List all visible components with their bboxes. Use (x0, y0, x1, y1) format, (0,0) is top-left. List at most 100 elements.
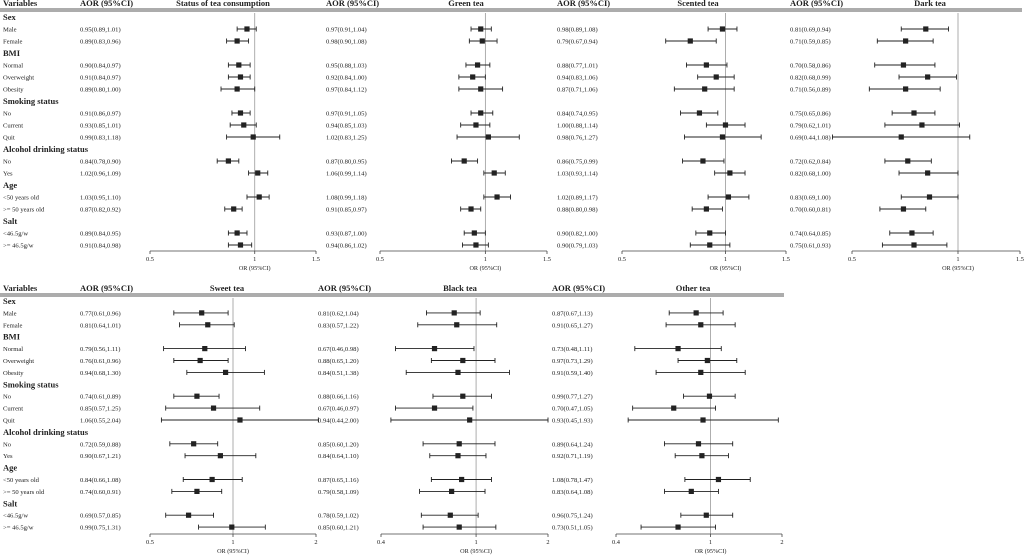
or-point (202, 346, 208, 352)
aor-value: 0.90(0.82,1.00) (557, 231, 598, 238)
or-point (256, 194, 262, 200)
aor-value: 0.84(0.66,1.08) (80, 477, 121, 484)
aor-value: 0.73(0.51,1.05) (552, 525, 593, 532)
aor-value: 0.94(0.86,1.02) (326, 243, 367, 250)
row-label: Normal (3, 346, 23, 353)
aor-value: 1.06(0.99,1.14) (326, 171, 367, 178)
row-label: Quit (3, 418, 15, 425)
or-point (185, 512, 192, 518)
aor-value: 0.91(0.86,0.97) (80, 111, 121, 118)
or-point (903, 86, 909, 92)
x-tick-label: 1.5 (782, 256, 790, 263)
aor-value: 0.97(0.91,1.04) (326, 27, 367, 34)
x-axis-label: OR (95%CI) (710, 265, 742, 272)
or-point (707, 230, 713, 236)
or-point (473, 242, 479, 248)
or-point (222, 369, 229, 375)
row-label: Female (3, 39, 22, 46)
aor-header: AOR (95%CI) (552, 283, 605, 293)
aor-value: 0.69(0.44,1.08) (790, 135, 831, 142)
aor-value: 1.03(0.95,1.10) (80, 195, 121, 202)
or-point (698, 322, 704, 328)
or-point (911, 242, 917, 248)
aor-header: AOR (95%CI) (326, 0, 379, 8)
row-label: Male (3, 310, 17, 317)
or-point (467, 417, 473, 423)
or-point (468, 206, 474, 212)
aor-value: 0.76(0.61,0.96) (80, 358, 121, 365)
x-tick-label: 1.5 (1016, 256, 1024, 263)
or-point (473, 122, 479, 128)
group-heading: Smoking status (3, 96, 59, 106)
or-point (431, 405, 438, 411)
group-heading: Alcohol drinking status (3, 144, 89, 154)
row-label: Female (3, 322, 22, 329)
aor-value: 0.89(0.64,1.24) (552, 441, 593, 448)
or-point (900, 62, 907, 68)
x-tick-label: 1 (484, 256, 487, 263)
aor-value: 0.88(0.80,0.98) (557, 207, 598, 214)
or-point (719, 26, 726, 32)
or-point (909, 230, 915, 236)
or-point (900, 206, 907, 212)
row-label: Current (3, 406, 23, 413)
panel-dark-tea: AOR (95%CI) Dark tea 0.81(0.69,0.94) 0.71(0… (790, 0, 1024, 272)
aor-value: 0.93(0.85,1.01) (80, 123, 121, 130)
aor-value: 0.82(0.68,0.99) (790, 75, 831, 82)
aor-value: 0.84(0.74,0.95) (557, 111, 598, 118)
aor-value: 0.69(0.57,0.85) (80, 513, 121, 520)
row-label: No (3, 441, 12, 448)
x-tick-label: 0.5 (146, 539, 154, 546)
row-label: <46.5g/w (3, 513, 28, 520)
panel-scented-tea: AOR (95%CI) Scented tea 0.98(0.89,1.08) 0.7… (557, 0, 790, 272)
row-label: Quit (3, 135, 15, 142)
or-point (494, 194, 500, 200)
or-point (722, 122, 729, 128)
or-point (461, 158, 467, 164)
aor-header: AOR (95%CI) (557, 0, 610, 8)
or-point (478, 110, 484, 116)
row-label: Current (3, 123, 23, 130)
aor-value: 0.86(0.75,0.99) (557, 159, 598, 166)
panel-title: Dark tea (914, 0, 947, 8)
or-point (699, 453, 705, 459)
or-point (671, 405, 677, 411)
aor-value: 0.85(0.57,1.25) (80, 406, 121, 413)
panel-green-tea: AOR (95%CI) Green tea 0.97(0.91,1.04) 0.98(… (326, 0, 551, 272)
aor-value: 1.00(0.88,1.14) (557, 123, 598, 130)
or-point (702, 86, 708, 92)
or-point (447, 512, 453, 518)
aor-value: 0.84(0.51,1.38) (318, 370, 359, 377)
aor-value: 0.87(0.65,1.16) (318, 477, 359, 484)
or-point (703, 62, 709, 68)
aor-value: 0.97(0.84,1.12) (326, 87, 367, 94)
row-label: Overweight (3, 358, 34, 365)
aor-value: 0.79(0.58,1.09) (318, 489, 359, 496)
panel-title: Other tea (676, 283, 711, 293)
or-point (460, 357, 466, 364)
aor-value: 0.90(0.79,1.03) (557, 243, 598, 250)
aor-value: 0.72(0.62,0.84) (790, 159, 831, 166)
aor-value: 0.81(0.69,0.94) (790, 27, 831, 34)
or-point (197, 357, 203, 364)
row-label: Obesity (3, 370, 24, 377)
x-tick-label: 1 (231, 539, 234, 546)
row-label: >= 46.5g/w (3, 525, 34, 532)
or-point (485, 134, 491, 140)
variables-header: Variables (3, 0, 38, 8)
x-tick-label: 1 (956, 256, 959, 263)
aor-value: 0.91(0.84,0.97) (80, 75, 121, 82)
or-point (449, 488, 455, 494)
or-point (244, 26, 250, 32)
aor-value: 0.89(0.84,0.95) (80, 231, 121, 238)
aor-value: 0.94(0.83,1.06) (557, 75, 598, 82)
aor-value: 0.88(0.66,1.16) (318, 394, 359, 401)
or-point (925, 170, 931, 176)
aor-value: 0.87(0.80,0.95) (326, 159, 367, 166)
aor-value: 0.79(0.56,1.11) (80, 346, 120, 353)
aor-value: 0.92(0.84,1.00) (326, 75, 367, 82)
aor-value: 0.79(0.67,0.94) (557, 39, 598, 46)
aor-value: 0.99(0.75,1.31) (80, 525, 121, 532)
group-heading: Sex (3, 296, 17, 306)
or-point (237, 110, 244, 116)
